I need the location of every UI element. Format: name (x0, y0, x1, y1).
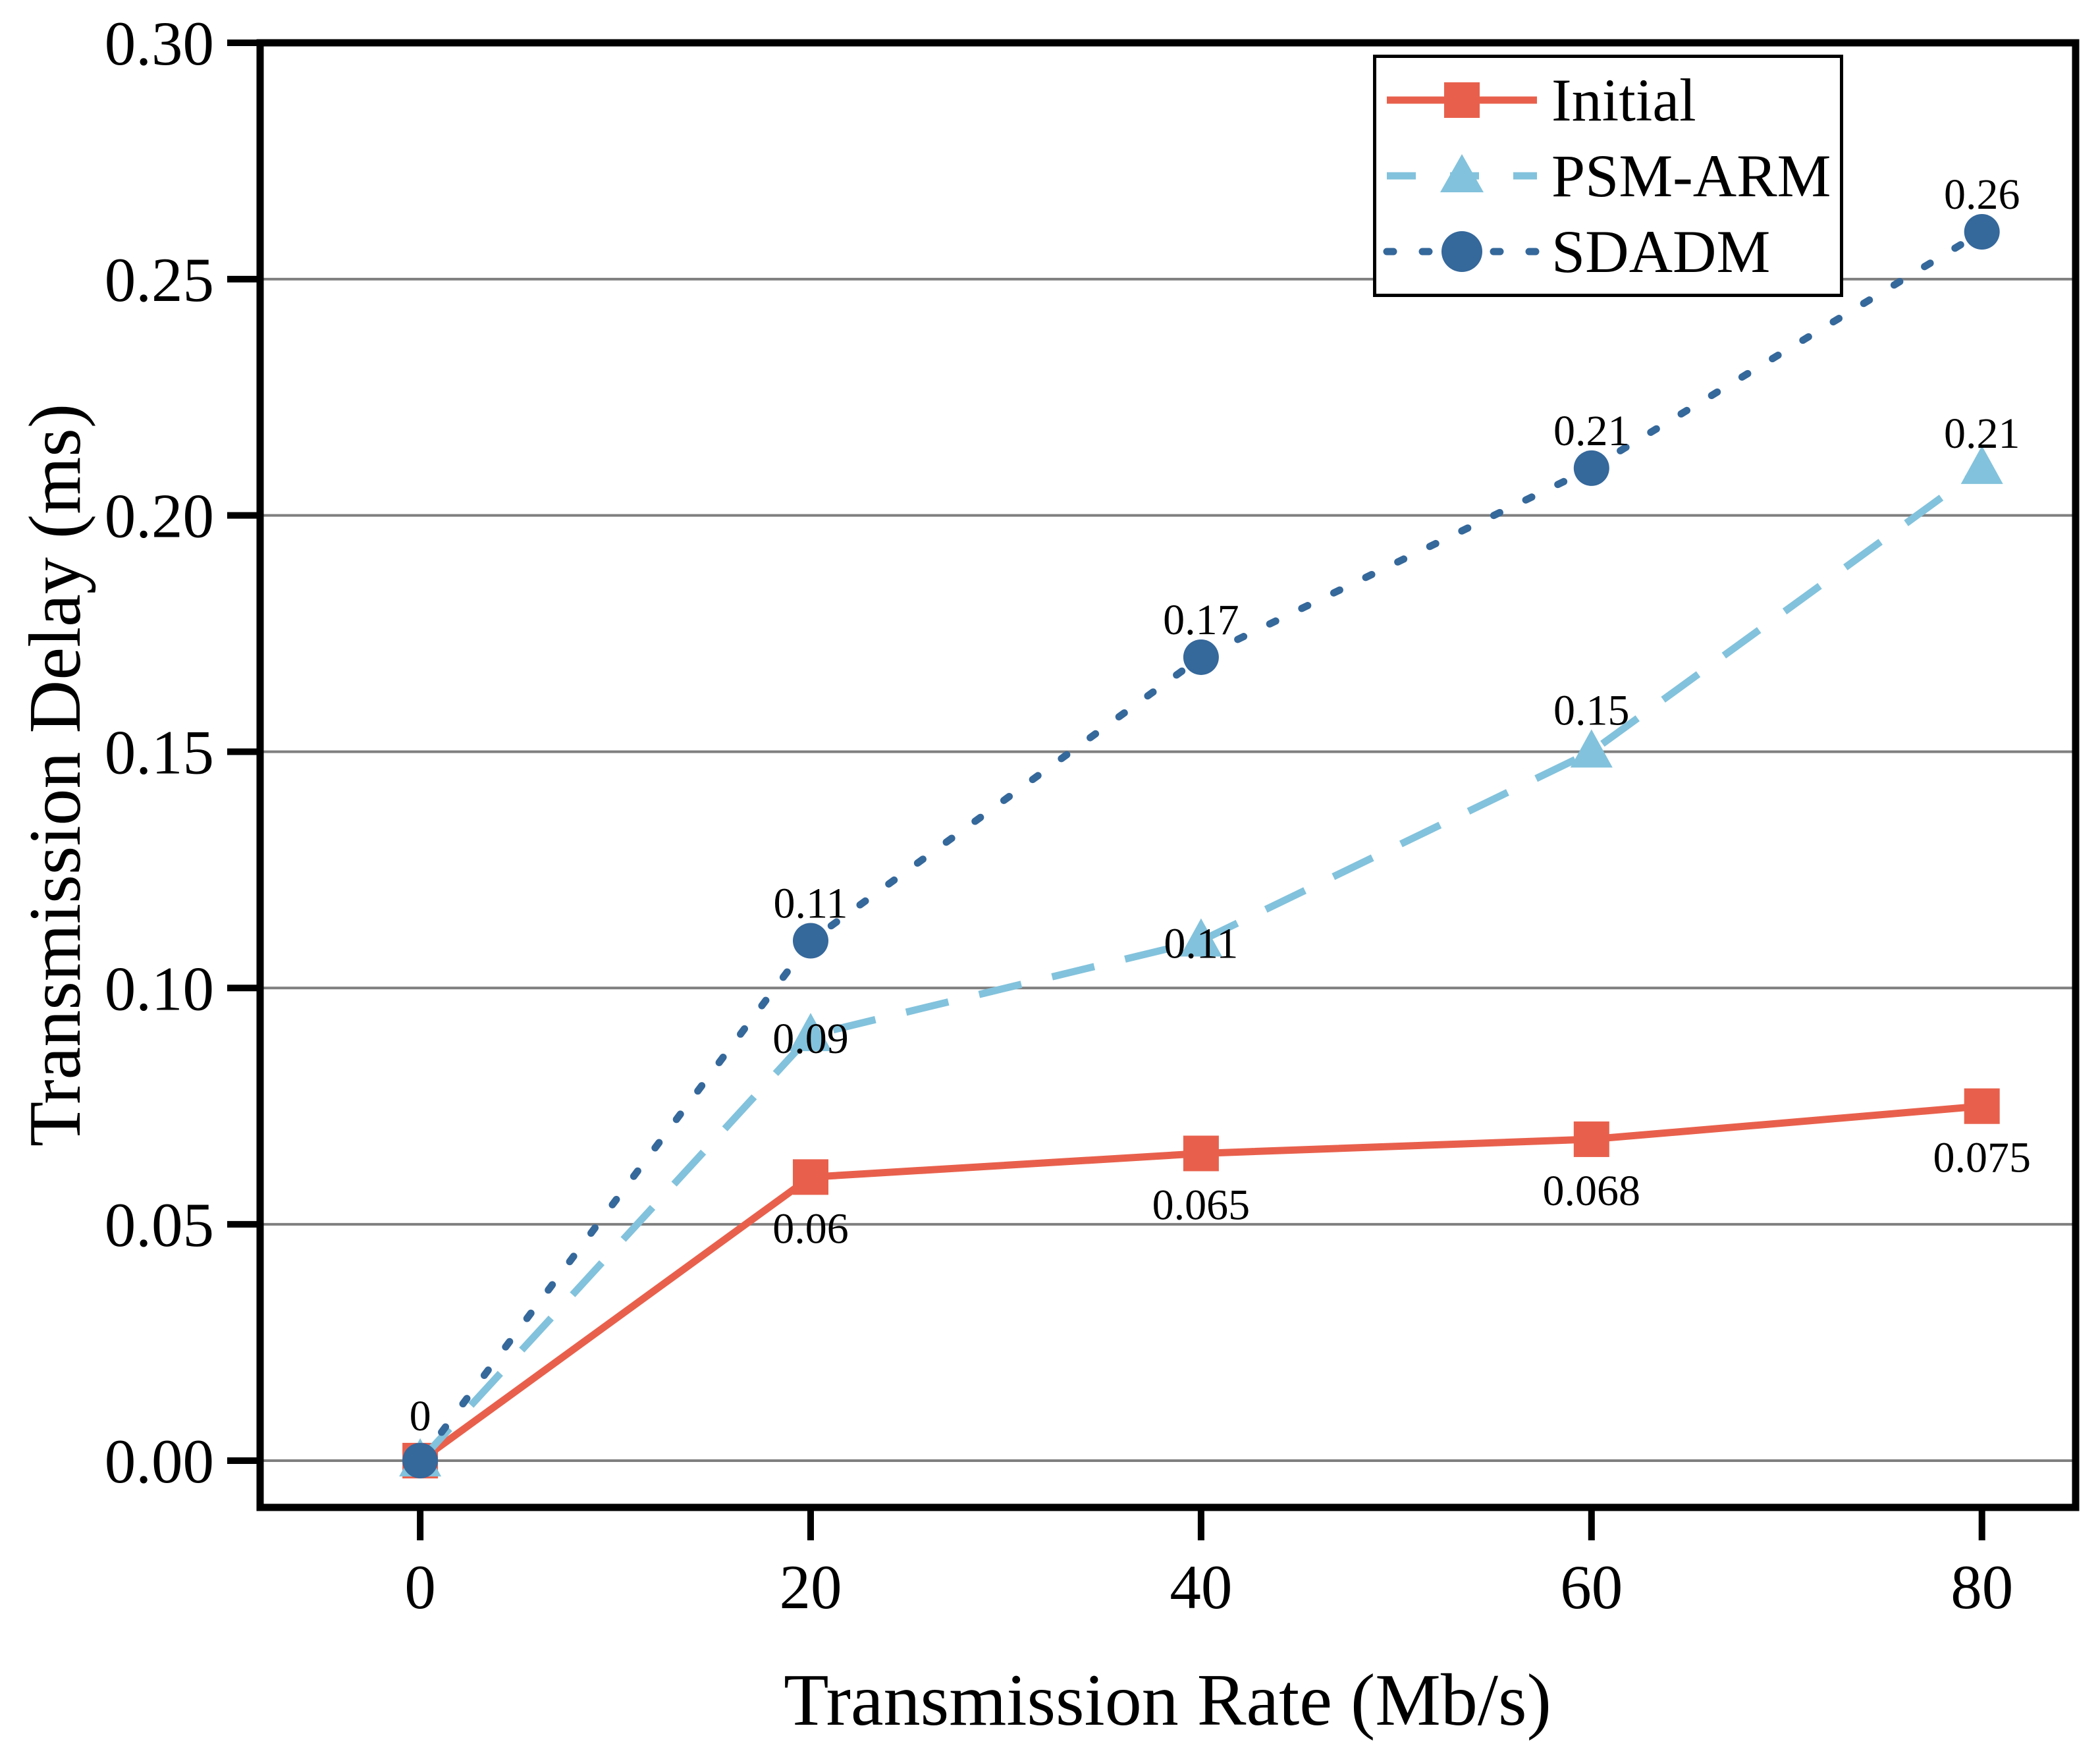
svg-text:0.26: 0.26 (1944, 171, 2020, 219)
square-marker (1573, 1121, 1609, 1157)
svg-text:0.21: 0.21 (1944, 410, 2020, 458)
svg-text:0.10: 0.10 (105, 954, 214, 1023)
sdadm-line-circle-icon (1383, 231, 1541, 273)
series-Initial (402, 1088, 2000, 1478)
svg-text:0.17: 0.17 (1163, 596, 1239, 644)
circle-marker (792, 923, 828, 959)
y-tick-labels: 0.00 0.05 0.10 0.15 0.20 0.25 0.30 (105, 9, 214, 1496)
svg-text:0.15: 0.15 (1553, 686, 1630, 734)
svg-text:0.05: 0.05 (105, 1190, 214, 1260)
triangle-marker (789, 1013, 832, 1052)
svg-text:40: 40 (1170, 1552, 1232, 1622)
square-marker (1964, 1088, 2000, 1124)
triangle-marker (1179, 918, 1222, 957)
circle-marker (1183, 639, 1219, 675)
triangle-marker (1570, 729, 1613, 768)
svg-text:20: 20 (779, 1552, 842, 1622)
legend: Initial PSM-ARM SDADM (1373, 55, 1843, 297)
y-axis-title: Transmission Delay (ms) (14, 403, 96, 1147)
svg-text:0.15: 0.15 (105, 717, 214, 787)
svg-text:0.068: 0.068 (1543, 1167, 1641, 1215)
square-marker (792, 1159, 828, 1195)
svg-text:60: 60 (1560, 1552, 1623, 1622)
plot-border (256, 39, 2080, 1511)
square-marker (1183, 1135, 1219, 1172)
svg-text:0.09: 0.09 (772, 1015, 849, 1063)
x-tick-labels: 0 20 40 60 80 (404, 1552, 2013, 1622)
point-labels: 0.06 0.065 0.068 0.075 0.09 0.11 0.15 0.21 0.11 0… (410, 171, 2031, 1440)
svg-text:0.20: 0.20 (105, 481, 214, 551)
svg-text:0.21: 0.21 (1553, 407, 1630, 455)
circle-marker (1573, 450, 1609, 486)
svg-text:0.00: 0.00 (105, 1426, 214, 1496)
legend-row-initial: Initial (1383, 64, 1840, 136)
svg-text:0.06: 0.06 (772, 1204, 849, 1253)
legend-label-sdadm: SDADM (1551, 218, 1771, 286)
svg-text:0.11: 0.11 (1164, 920, 1238, 968)
axis-ticks (227, 40, 1985, 1540)
circle-marker (1964, 214, 2000, 250)
legend-label-psm-arm: PSM-ARM (1551, 142, 1831, 209)
x-axis-title: Transmission Rate (Mb/s) (784, 1660, 1551, 1741)
svg-text:0.075: 0.075 (1933, 1134, 2031, 1182)
svg-text:0: 0 (404, 1552, 436, 1622)
psm-arm-line-triangle-icon (1387, 153, 1537, 192)
svg-text:0.11: 0.11 (773, 880, 848, 928)
legend-label-initial: Initial (1551, 66, 1696, 134)
svg-text:80: 80 (1951, 1552, 2013, 1622)
svg-text:0.30: 0.30 (105, 9, 214, 78)
legend-row-psm-arm: PSM-ARM (1383, 140, 1840, 212)
circle-marker (402, 1442, 439, 1478)
legend-row-sdadm: SDADM (1383, 215, 1840, 288)
triangle-marker (1960, 445, 2003, 484)
svg-text:0.25: 0.25 (105, 245, 214, 315)
series-SDADM (402, 214, 2000, 1478)
svg-text:0.065: 0.065 (1152, 1181, 1251, 1229)
initial-line-square-icon (1387, 82, 1537, 118)
svg-text:0: 0 (410, 1392, 431, 1440)
